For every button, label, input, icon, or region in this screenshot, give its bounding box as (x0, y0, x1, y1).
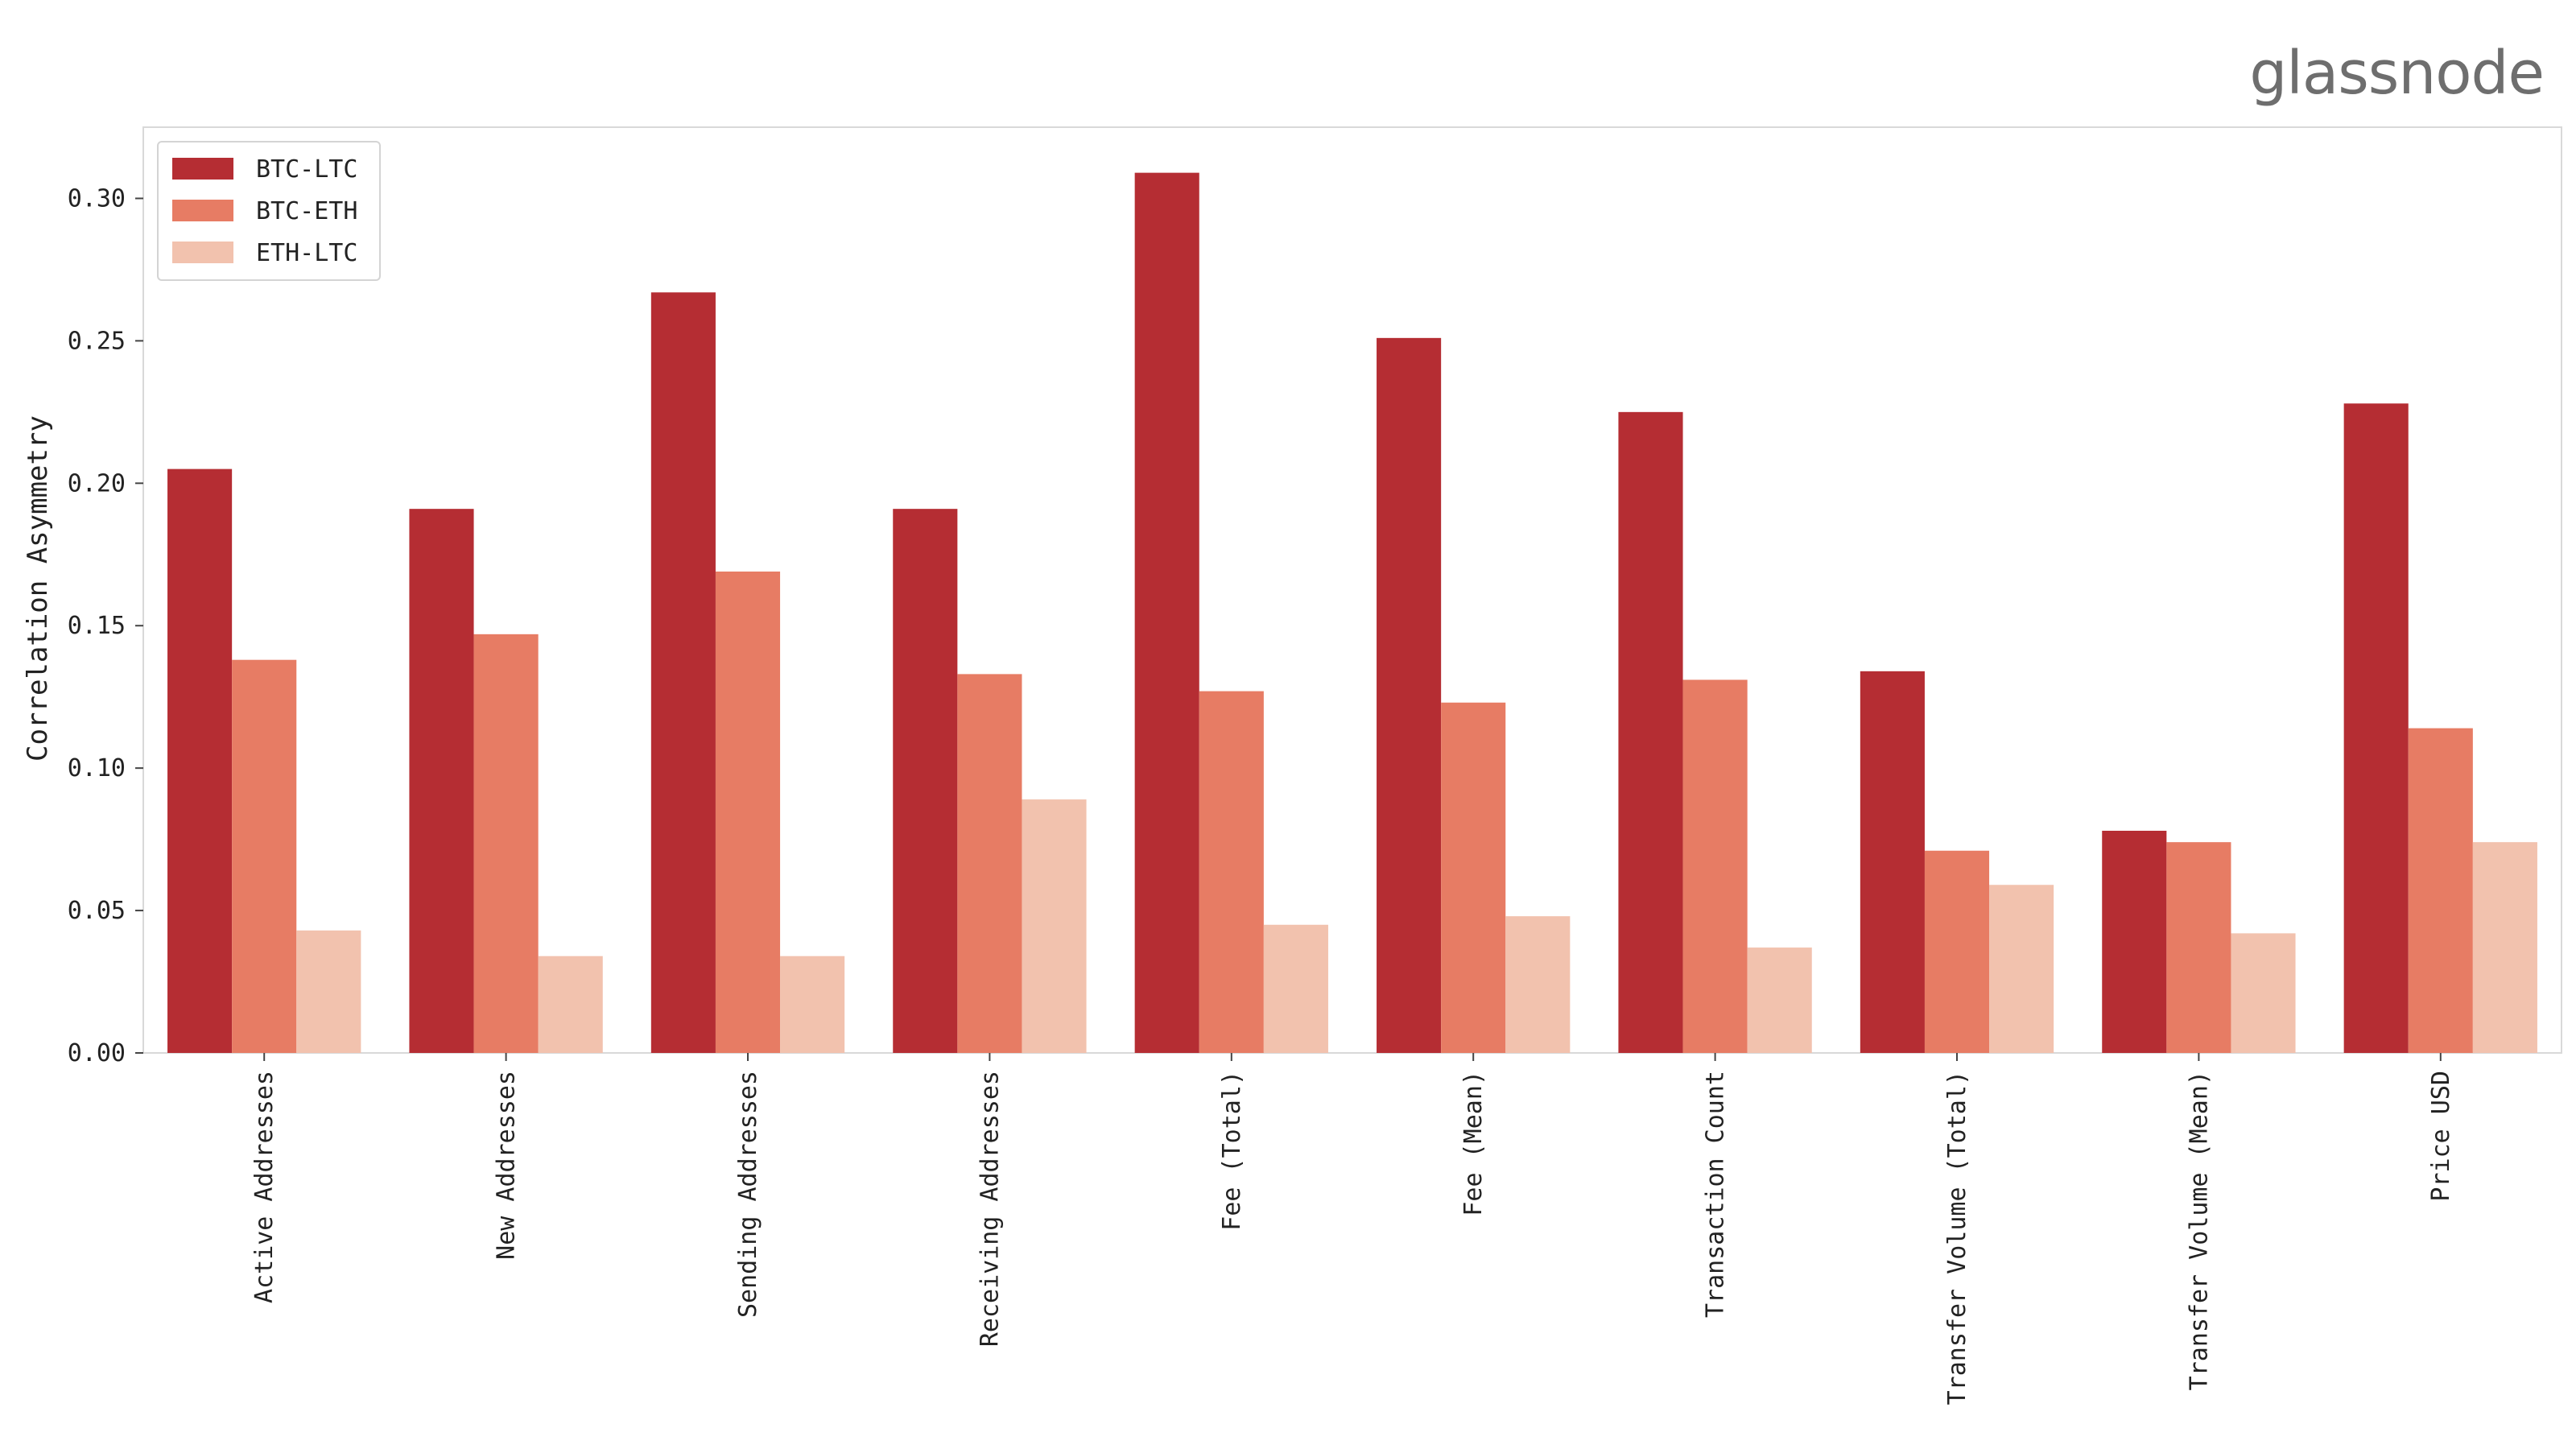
bar-btc-ltc-7 (1860, 671, 1925, 1053)
bar-btc-eth-2 (715, 572, 781, 1053)
glassnode-logo: glassnode (2249, 39, 2544, 108)
legend-swatch-eth-ltc (172, 242, 233, 263)
legend-label-btc-eth: BTC-ETH (256, 197, 357, 225)
bar-eth-ltc-1 (538, 956, 603, 1053)
y-tick-label: 0.25 (68, 327, 126, 355)
x-axis: Active Addresses New Addresses Sending Add… (250, 1053, 2455, 1405)
bar-btc-ltc-9 (2343, 403, 2409, 1053)
bar-eth-ltc-5 (1505, 916, 1571, 1053)
legend-label-eth-ltc: ETH-LTC (256, 239, 357, 267)
bar-eth-ltc-3 (1022, 799, 1087, 1053)
bar-btc-eth-0 (232, 659, 297, 1053)
bar-btc-ltc-3 (893, 509, 958, 1053)
x-tick-label: Transfer Volume (Mean) (2185, 1071, 2213, 1390)
x-tick-label: Fee (Mean) (1459, 1071, 1488, 1216)
legend-swatch-btc-eth (172, 200, 233, 221)
bar-btc-ltc-4 (1134, 172, 1199, 1054)
x-tick-label: Transaction Count (1702, 1071, 1730, 1318)
bar-btc-ltc-1 (409, 509, 474, 1053)
y-tick-label: 0.30 (68, 184, 126, 213)
bar-btc-eth-3 (957, 674, 1022, 1053)
y-axis: 0.00 0.05 0.10 0.15 0.20 0.25 0.30 (68, 184, 143, 1067)
bar-btc-ltc-0 (167, 469, 233, 1053)
legend: BTC-LTC BTC-ETH ETH-LTC (157, 141, 381, 281)
bar-btc-ltc-6 (1618, 411, 1683, 1053)
bar-btc-eth-5 (1441, 702, 1506, 1053)
y-tick-label: 0.15 (68, 612, 126, 640)
bar-btc-eth-8 (2166, 842, 2231, 1053)
bar-btc-ltc-2 (650, 292, 716, 1053)
bar-btc-eth-4 (1199, 691, 1264, 1053)
bar-eth-ltc-0 (296, 930, 361, 1053)
x-tick-label: Receiving Addresses (976, 1071, 1004, 1347)
bar-btc-eth-9 (2408, 728, 2473, 1053)
bar-eth-ltc-9 (2472, 842, 2537, 1053)
bar-btc-eth-6 (1682, 679, 1748, 1053)
bar-eth-ltc-6 (1747, 947, 1812, 1053)
x-tick-label: New Addresses (493, 1071, 521, 1260)
bar-btc-ltc-5 (1377, 337, 1442, 1053)
x-tick-label: Sending Addresses (734, 1071, 762, 1318)
y-axis-label: Correlation Asymmetry (22, 415, 54, 762)
x-tick-label: Fee (Total) (1218, 1071, 1246, 1231)
y-tick-label: 0.05 (68, 897, 126, 925)
bars-group (167, 172, 2537, 1054)
bar-btc-ltc-8 (2102, 831, 2167, 1053)
x-tick-label: Transfer Volume (Total) (1943, 1071, 1971, 1405)
x-tick-label: Price USD (2427, 1071, 2455, 1202)
y-tick-label: 0.20 (68, 469, 126, 497)
y-tick-label: 0.10 (68, 754, 126, 782)
bar-eth-ltc-2 (780, 956, 845, 1053)
legend-label-btc-ltc: BTC-LTC (256, 155, 357, 184)
bar-eth-ltc-7 (1989, 885, 2054, 1053)
y-tick-label: 0.00 (68, 1039, 126, 1067)
bar-btc-eth-1 (473, 634, 539, 1053)
bar-eth-ltc-4 (1263, 924, 1328, 1053)
bar-btc-eth-7 (1924, 850, 1990, 1053)
legend-swatch-btc-ltc (172, 158, 233, 180)
x-tick-label: Active Addresses (250, 1071, 279, 1303)
bar-eth-ltc-8 (2231, 933, 2296, 1053)
